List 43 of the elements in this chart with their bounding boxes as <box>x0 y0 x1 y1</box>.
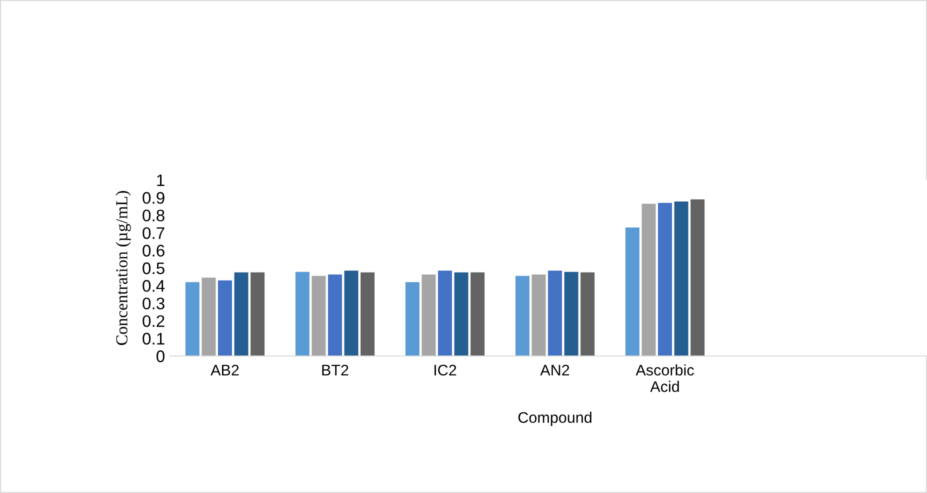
y-tick-label: 0.4 <box>142 280 165 292</box>
y-tick-label: 1 <box>157 174 164 186</box>
bar <box>470 272 485 356</box>
y-tick-label: 0.8 <box>142 210 164 222</box>
x-tick-label: IC2 <box>434 364 456 376</box>
bar <box>438 270 452 356</box>
bar <box>360 272 375 356</box>
y-tick-label: 0.5 <box>142 262 164 274</box>
y-tick-label: 0.3 <box>142 298 164 310</box>
bar <box>515 276 530 356</box>
bar <box>564 272 578 356</box>
bar <box>548 270 562 356</box>
y-tick-label: 0.1 <box>142 332 164 345</box>
x-tick-label: BT2 <box>322 364 348 376</box>
bar <box>234 272 248 356</box>
bar <box>625 228 640 356</box>
y-tick-label: 0 <box>156 350 164 362</box>
x-tick-label: AB2 <box>210 364 239 376</box>
x-tick-label: Ascorbic Acid <box>636 364 694 392</box>
bar <box>250 272 265 356</box>
bar <box>295 272 310 356</box>
x-axis-title: Compound <box>518 412 592 426</box>
bar <box>454 272 468 356</box>
bar <box>328 274 342 356</box>
bar <box>344 270 358 356</box>
x-tick-label: AN2 <box>540 364 570 376</box>
y-tick-label: 0.9 <box>142 192 164 204</box>
bar <box>312 276 326 356</box>
bar <box>202 278 216 356</box>
bar <box>658 202 672 356</box>
bar <box>532 274 546 356</box>
bar <box>405 282 420 356</box>
y-tick-label: 0.6 <box>142 244 164 257</box>
bar <box>185 282 200 356</box>
bar <box>580 272 595 356</box>
bar <box>422 274 436 356</box>
y-tick-label: 0.7 <box>142 227 164 240</box>
y-tick-label: 0.2 <box>142 315 164 328</box>
y-axis-title: Concentration (µg/mL) <box>116 191 131 346</box>
bar <box>690 199 705 356</box>
bar <box>642 204 656 356</box>
bar <box>674 201 688 356</box>
bar <box>218 280 232 356</box>
